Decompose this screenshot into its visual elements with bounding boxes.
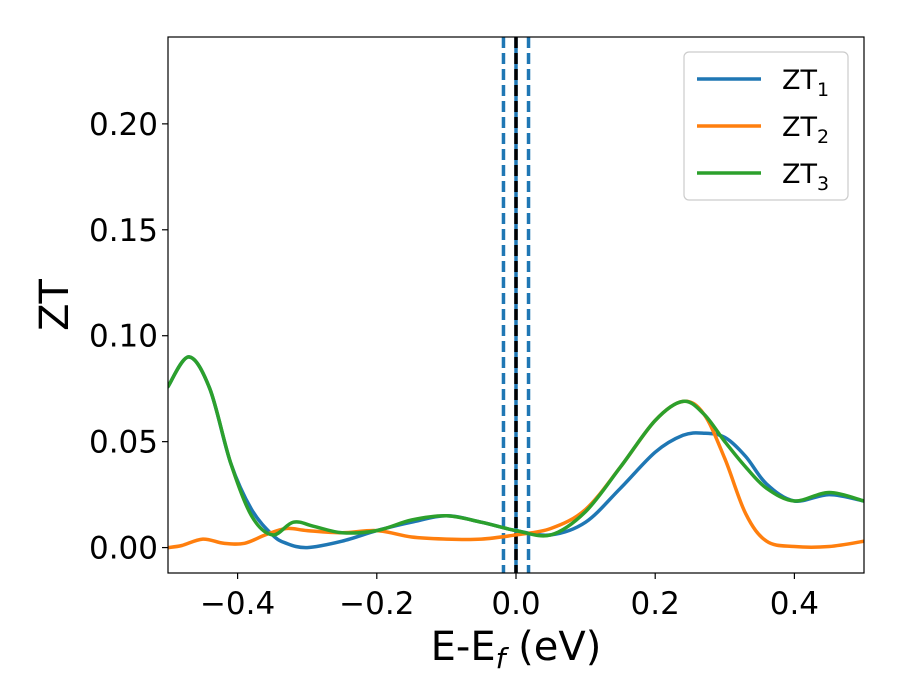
y-tick-label: 0.15 [89, 213, 158, 249]
y-tick-label: 0.05 [89, 425, 158, 461]
y-axis-label: ZT [32, 279, 78, 331]
y-tick-label: 0.10 [89, 319, 158, 355]
vertical-marker-lines [501, 37, 531, 573]
series-layer [168, 355, 864, 550]
x-tick-label: 0.0 [491, 586, 540, 622]
x-axis-label-main: E-E [431, 624, 496, 670]
legend-label-3: ZT3 [782, 159, 829, 195]
x-axis-label: E-Ef (eV) [431, 624, 602, 675]
x-axis-label-unit: (eV) [505, 624, 601, 670]
y-tick-label: 0.20 [89, 107, 158, 143]
legend: ZT1 ZT2 ZT3 [683, 51, 849, 201]
x-tick-label: 0.2 [631, 586, 680, 622]
legend-frame [683, 51, 849, 201]
legend-label-1: ZT1 [782, 65, 829, 101]
x-tick-label: −0.2 [339, 586, 414, 622]
legend-entries: ZT1 ZT2 ZT3 [697, 65, 829, 195]
series-line-2 [168, 399, 864, 550]
x-tick-label: 0.4 [770, 586, 819, 622]
x-axis-ticks: −0.4 −0.2 0.0 0.2 0.4 [200, 573, 819, 622]
y-tick-label: 0.00 [89, 531, 158, 567]
legend-label-2: ZT2 [782, 112, 829, 148]
y-axis-ticks: 0.00 0.05 0.10 0.15 0.20 [89, 107, 168, 567]
x-tick-label: −0.4 [200, 586, 275, 622]
series-line-3 [168, 355, 864, 538]
